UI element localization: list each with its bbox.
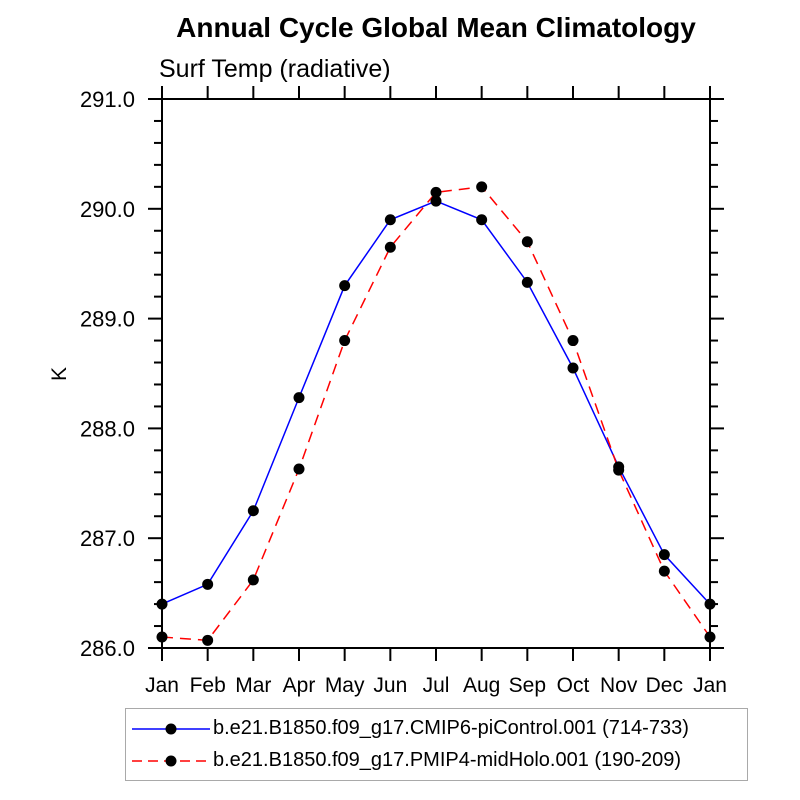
x-tick-label: Feb	[190, 674, 226, 697]
chart-subtitle: Surf Temp (radiative)	[159, 55, 391, 83]
data-point-marker-s1	[202, 634, 214, 646]
y-tick-label: 287.0	[80, 526, 135, 551]
chart-title: Annual Cycle Global Mean Climatology	[176, 12, 696, 43]
series-line-0	[161, 200, 711, 605]
data-point-marker-s1	[430, 186, 442, 198]
data-point-marker-s1	[521, 236, 533, 248]
x-tick-label: Jan	[693, 674, 727, 697]
legend-label-midholo: b.e21.B1850.f09_g17.PMIP4-midHolo.001 (1…	[213, 749, 682, 771]
data-point-marker-s0	[339, 280, 351, 292]
data-point-marker-s1	[293, 463, 305, 475]
data-point-marker-s0	[202, 578, 214, 590]
x-tick-label: Mar	[235, 674, 271, 697]
data-point-marker-s0	[521, 276, 533, 288]
y-tick-label: 289.0	[80, 307, 135, 332]
legend-item-midholo: b.e21.B1850.f09_g17.PMIP4-midHolo.001 (1…	[131, 749, 747, 773]
data-point-marker-s1	[156, 631, 168, 643]
data-point-marker-s0	[247, 505, 259, 517]
data-point-marker-s0	[658, 549, 670, 561]
x-tick-label: Jun	[373, 674, 407, 697]
x-tick-label: Oct	[557, 674, 590, 697]
data-point-marker-s1	[339, 335, 351, 347]
x-tick-label: Dec	[646, 674, 683, 697]
data-point-marker-s1	[384, 241, 396, 253]
data-point-marker-s0	[384, 214, 396, 226]
data-point-marker-s0	[293, 392, 305, 404]
y-tick-label: 286.0	[80, 636, 135, 661]
data-point-marker-s1	[613, 464, 625, 476]
legend-item-picontrol: b.e21.B1850.f09_g17.CMIP6-piControl.001 …	[131, 717, 747, 741]
y-tick-label: 288.0	[80, 416, 135, 441]
legend-marker-dot-icon	[165, 723, 177, 734]
data-point-marker-s1	[247, 574, 259, 586]
legend-label-picontrol: b.e21.B1850.f09_g17.CMIP6-piControl.001 …	[213, 717, 689, 739]
x-tick-label: Apr	[283, 674, 316, 697]
data-point-marker-s1	[704, 631, 716, 643]
x-tick-label: Nov	[600, 674, 638, 697]
data-point-marker-s0	[567, 362, 579, 374]
x-tick-label: Sep	[509, 674, 546, 697]
legend: b.e21.B1850.f09_g17.CMIP6-piControl.001 …	[125, 708, 748, 781]
data-point-marker-s1	[567, 335, 579, 347]
series-line-1	[161, 186, 711, 642]
data-point-marker-s0	[430, 195, 442, 207]
x-tick-label: Aug	[463, 674, 500, 697]
data-point-marker-s1	[476, 181, 488, 193]
legend-line-sample-dashed-red	[132, 755, 210, 766]
legend-line-sample-solid-blue	[132, 723, 210, 734]
legend-marker-dot-icon	[165, 755, 177, 766]
data-point-marker-s0	[156, 598, 168, 610]
x-tick-label: May	[325, 674, 365, 697]
data-point-marker-s1	[658, 565, 670, 577]
data-point-marker-s0	[704, 598, 716, 610]
y-tick-label: 290.0	[80, 197, 135, 222]
data-point-marker-s0	[476, 214, 488, 226]
plot-frame	[161, 98, 711, 649]
x-tick-label: Jul	[423, 674, 450, 697]
y-tick-label: 291.0	[80, 87, 135, 112]
x-tick-label: Jan	[145, 674, 179, 697]
